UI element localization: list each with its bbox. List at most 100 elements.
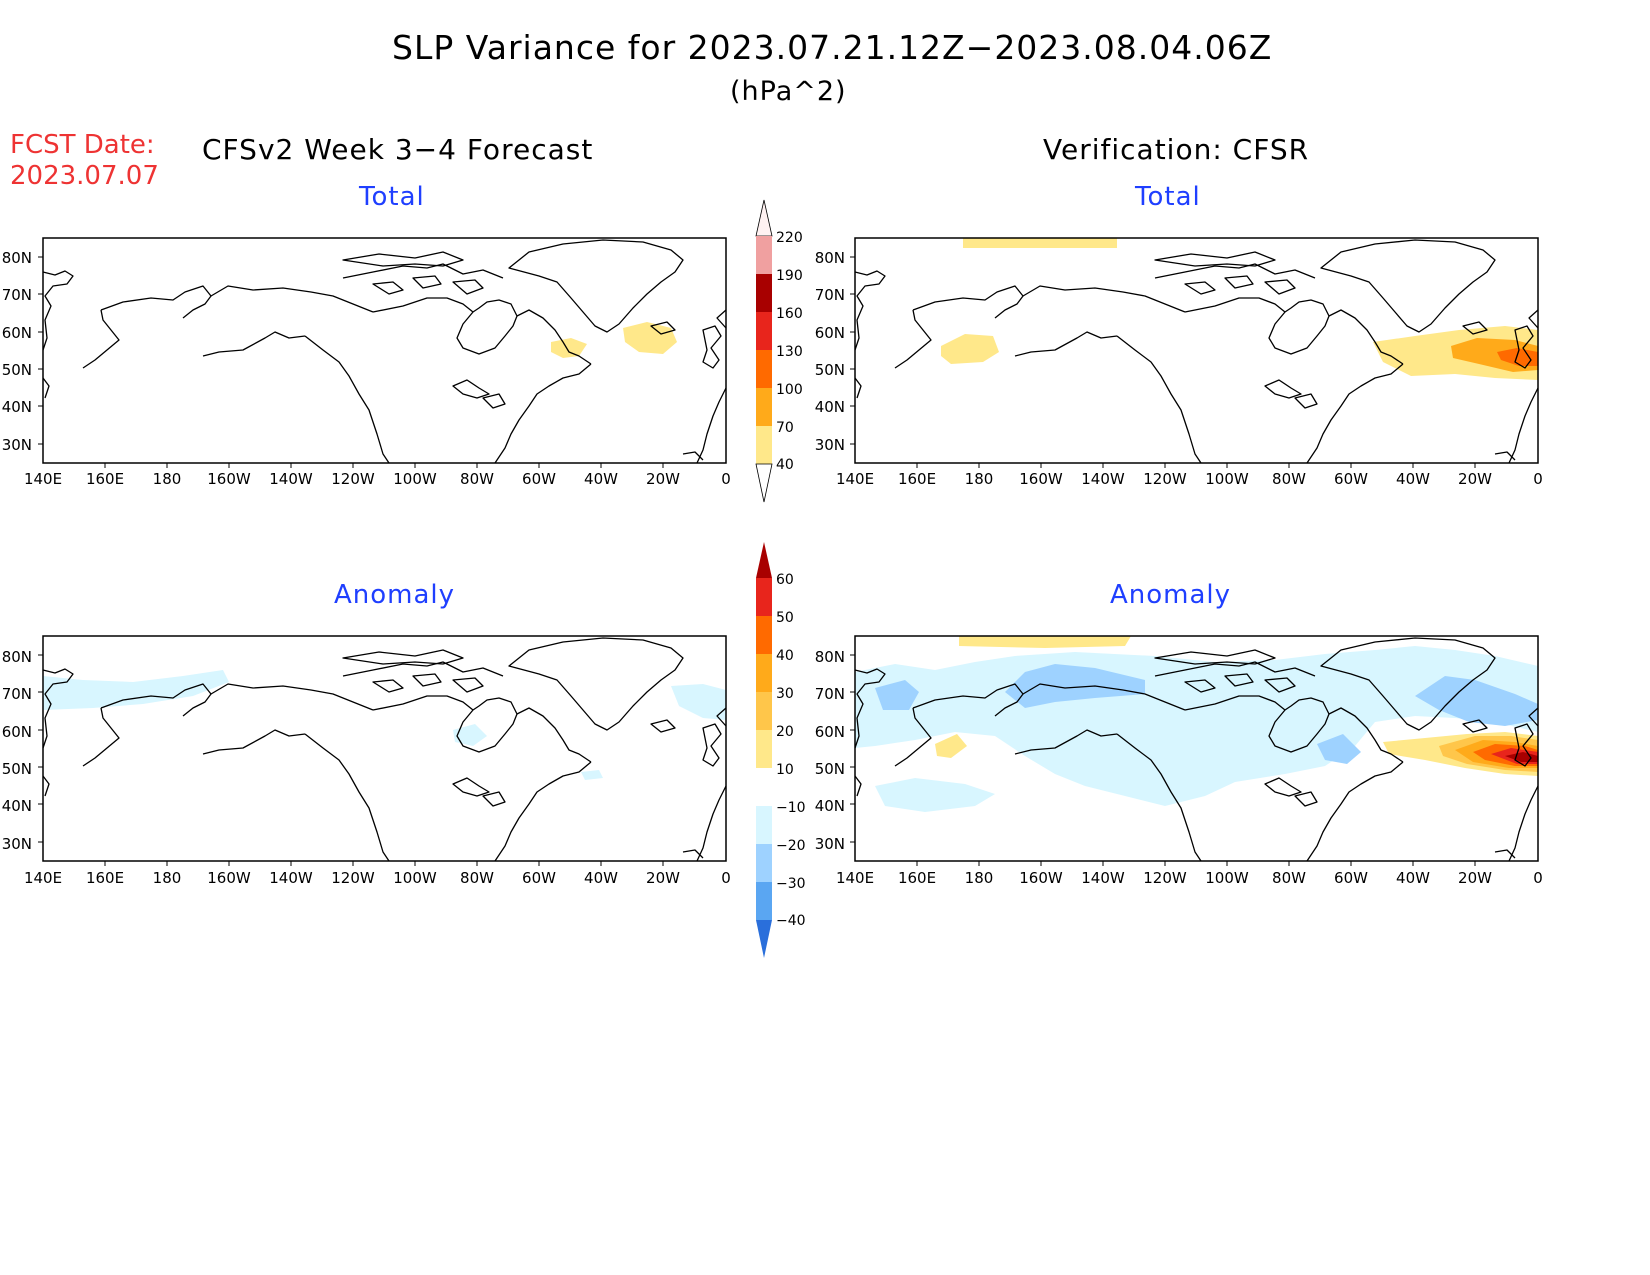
lon-label: 120W <box>1143 470 1187 488</box>
forecast-heading: CFSv2 Week 3−4 Forecast <box>202 133 594 166</box>
lon-label: 160W <box>207 470 251 488</box>
panel-title-verification-total: Total <box>1135 182 1201 212</box>
verification-heading: Verification: CFSR <box>1043 133 1310 166</box>
lon-label: 140W <box>1081 470 1125 488</box>
figure-title: SLP Variance for 2023.07.21.12Z−2023.08.… <box>392 28 1273 67</box>
ver-anom-contour-pos10 <box>935 734 967 758</box>
lon-label: 120W <box>1143 869 1187 887</box>
anomaly-colorbar-swatch <box>756 730 772 768</box>
lon-label: 140E <box>836 470 874 488</box>
lon-label: 140E <box>836 869 874 887</box>
fcst-total-contour-40 <box>623 322 677 354</box>
lat-label: 40N <box>815 398 845 416</box>
total-colorbar-label: 40 <box>776 457 794 473</box>
lon-label: 160E <box>86 869 124 887</box>
lon-label: 140W <box>1081 869 1125 887</box>
lon-label: 40W <box>584 869 618 887</box>
lon-label: 0 <box>721 869 731 887</box>
forecast-anomaly-map <box>37 635 727 867</box>
lat-label: 70N <box>815 685 845 703</box>
lon-label: 60W <box>522 470 556 488</box>
ver-anom-contour-neg10 <box>875 778 995 812</box>
total-colorbar-label: 100 <box>776 382 803 398</box>
lat-label: 30N <box>2 835 32 853</box>
verification-anomaly-map <box>849 635 1539 867</box>
lon-label: 120W <box>331 869 375 887</box>
total-colorbar-label: 220 <box>776 230 803 246</box>
ver-anom-contour-neg20 <box>1415 676 1538 726</box>
lon-label: 140W <box>269 869 313 887</box>
anomaly-colorbar-label: 50 <box>776 610 794 626</box>
ver-total-contour-40 <box>963 238 1117 248</box>
lat-label: 60N <box>2 324 32 342</box>
lat-label: 50N <box>815 361 845 379</box>
total-colorbar-swatch <box>756 426 772 464</box>
lon-label: 40W <box>1396 869 1430 887</box>
fcst-date-value: 2023.07.07 <box>10 161 159 191</box>
total-colorbar-top-triangle <box>755 199 773 237</box>
units-label: (hPa^2) <box>730 76 847 107</box>
lon-label: 180 <box>153 470 182 488</box>
longitude-labels: 140E 160E 180 160W 140W 120W 100W 80W 60… <box>24 470 1543 887</box>
latitude-labels: 80N 70N 60N 50N 40N 30N 80N 70N 60N 50N … <box>2 249 845 853</box>
lon-label: 180 <box>965 470 994 488</box>
lat-label: 70N <box>2 286 32 304</box>
fcst-anom-contour-neg10 <box>43 670 229 710</box>
lat-label: 50N <box>2 760 32 778</box>
lon-label: 60W <box>522 869 556 887</box>
lon-label: 180 <box>153 869 182 887</box>
total-colorbar-swatch <box>756 388 772 426</box>
lat-label: 50N <box>815 760 845 778</box>
anomaly-colorbar-swatch <box>756 654 772 692</box>
lon-label: 160E <box>898 869 936 887</box>
lon-label: 100W <box>393 869 437 887</box>
lon-label: 40W <box>1396 470 1430 488</box>
lon-label: 100W <box>1205 869 1249 887</box>
total-colorbar-label: 160 <box>776 306 803 322</box>
anomaly-colorbar-label: 40 <box>776 648 794 664</box>
lon-label: 100W <box>393 470 437 488</box>
anomaly-colorbar-swatch <box>756 768 772 806</box>
lat-label: 60N <box>815 324 845 342</box>
lon-label: 160E <box>86 470 124 488</box>
total-colorbar-swatch <box>756 312 772 350</box>
lat-label: 30N <box>815 436 845 454</box>
lon-label: 140W <box>269 470 313 488</box>
total-colorbar-swatch <box>756 236 772 274</box>
total-colorbar: 220 190 160 130 100 70 40 <box>755 199 803 503</box>
lon-label: 40W <box>584 470 618 488</box>
ver-total-contour-40 <box>941 334 999 364</box>
anomaly-colorbar-label: −40 <box>776 913 806 929</box>
ver-anom-contour-neg20 <box>1005 664 1145 708</box>
lon-label: 160W <box>1019 869 1063 887</box>
fcst-total-contour-40 <box>551 338 587 358</box>
lat-label: 70N <box>2 685 32 703</box>
total-colorbar-label: 190 <box>776 268 803 284</box>
anomaly-colorbar-label: −10 <box>776 800 806 816</box>
lon-label: 80W <box>1272 470 1306 488</box>
fcst-anom-contour-neg10 <box>581 770 603 780</box>
anomaly-colorbar-label: 30 <box>776 686 794 702</box>
lat-label: 80N <box>815 249 845 267</box>
fcst-anom-contour-neg10 <box>453 724 487 746</box>
panel-title-verification-anomaly: Anomaly <box>1110 580 1232 610</box>
lon-label: 180 <box>965 869 994 887</box>
lon-label: 20W <box>1458 470 1492 488</box>
lat-label: 70N <box>815 286 845 304</box>
total-colorbar-label: 130 <box>776 344 803 360</box>
verification-total-map <box>849 237 1539 469</box>
lon-label: 160W <box>1019 470 1063 488</box>
anomaly-colorbar-swatch <box>756 692 772 730</box>
anomaly-colorbar-swatch <box>756 616 772 654</box>
anomaly-colorbar-bottom-triangle <box>756 920 772 958</box>
lon-label: 60W <box>1334 869 1368 887</box>
lat-label: 80N <box>815 648 845 666</box>
lat-label: 60N <box>2 723 32 741</box>
anomaly-colorbar-top-triangle <box>756 542 772 578</box>
anomaly-colorbar: 60 50 40 30 20 10 −10 −20 −30 −40 <box>756 542 806 958</box>
ver-total-contour-100 <box>1497 348 1538 366</box>
lon-label: 80W <box>460 869 494 887</box>
lat-label: 80N <box>2 249 32 267</box>
lon-label: 140E <box>24 869 62 887</box>
